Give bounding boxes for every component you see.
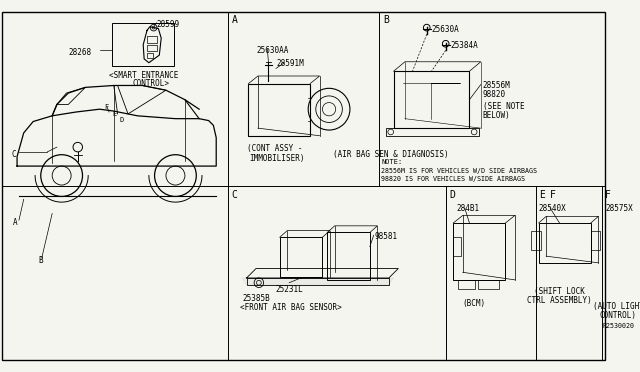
- Text: 28556M IS FOR VEHICLES W/D SIDE AIRBAGS: 28556M IS FOR VEHICLES W/D SIDE AIRBAGS: [381, 168, 537, 174]
- Text: D: D: [449, 190, 456, 200]
- Text: 28556M: 28556M: [483, 81, 511, 90]
- Text: (CONT ASSY -: (CONT ASSY -: [246, 144, 302, 153]
- Text: F: F: [605, 190, 611, 200]
- Bar: [147, 45, 157, 51]
- Text: F: F: [104, 105, 109, 110]
- Bar: [386, 128, 479, 136]
- Bar: [478, 280, 499, 289]
- Text: 98820 IS FOR VEHICLES W/SIDE AIRBAGS: 98820 IS FOR VEHICLES W/SIDE AIRBAGS: [381, 176, 525, 182]
- Text: <FRONT AIR BAG SENSOR>: <FRONT AIR BAG SENSOR>: [240, 303, 342, 312]
- Bar: [539, 223, 591, 263]
- Bar: [453, 223, 506, 280]
- Text: B: B: [383, 15, 389, 25]
- Circle shape: [610, 221, 627, 238]
- Text: (BCM): (BCM): [463, 299, 486, 308]
- Text: 28591M: 28591M: [277, 59, 305, 68]
- Text: 25630AA: 25630AA: [256, 46, 289, 55]
- Polygon shape: [242, 278, 394, 285]
- Text: B: B: [38, 256, 42, 265]
- Bar: [458, 280, 475, 289]
- Text: 28540X: 28540X: [539, 204, 566, 213]
- Text: 25385B: 25385B: [243, 294, 271, 303]
- Bar: [610, 230, 627, 282]
- Bar: [280, 237, 323, 277]
- Text: 25231L: 25231L: [275, 285, 303, 294]
- Text: NOTE:: NOTE:: [381, 160, 403, 166]
- Text: IMMOBILISER): IMMOBILISER): [250, 154, 305, 163]
- Text: (AIR BAG SEN & DIAGNOSIS): (AIR BAG SEN & DIAGNOSIS): [333, 150, 449, 159]
- Bar: [453, 237, 461, 256]
- Text: BELOW): BELOW): [483, 111, 511, 120]
- Text: (SHIFT LOCK: (SHIFT LOCK: [534, 286, 585, 295]
- Text: 25630A: 25630A: [431, 25, 460, 34]
- Bar: [112, 23, 173, 65]
- Bar: [147, 36, 157, 43]
- Text: (SEE NOTE: (SEE NOTE: [483, 102, 524, 110]
- Text: 284B1: 284B1: [456, 204, 479, 213]
- Bar: [327, 232, 370, 280]
- Bar: [147, 53, 153, 58]
- Bar: [248, 84, 310, 136]
- Text: CONTROL>: CONTROL>: [132, 79, 170, 88]
- Text: A: A: [13, 218, 18, 227]
- Bar: [531, 231, 541, 250]
- Bar: [394, 71, 469, 128]
- Bar: [591, 231, 600, 250]
- Text: 25384A: 25384A: [451, 41, 478, 50]
- Text: R2530020: R2530020: [602, 323, 634, 328]
- Bar: [246, 278, 389, 285]
- Text: 98820: 98820: [483, 90, 506, 99]
- Text: 28268: 28268: [68, 48, 92, 57]
- Text: 28575X: 28575X: [605, 204, 633, 213]
- Text: F: F: [550, 190, 556, 200]
- Text: E: E: [112, 111, 116, 117]
- Text: C: C: [232, 190, 237, 200]
- Text: C: C: [12, 150, 17, 159]
- Text: E: E: [540, 190, 545, 200]
- Text: 28599: 28599: [156, 20, 180, 29]
- Text: (AUTO LIGHT: (AUTO LIGHT: [593, 302, 640, 311]
- Text: CTRL ASSEMBLY): CTRL ASSEMBLY): [527, 296, 592, 305]
- Text: CONTROL): CONTROL): [600, 311, 637, 320]
- Text: <SMART ENTRANCE: <SMART ENTRANCE: [109, 71, 179, 80]
- Text: D: D: [120, 117, 124, 123]
- Text: 98581: 98581: [374, 232, 397, 241]
- Text: A: A: [232, 15, 237, 25]
